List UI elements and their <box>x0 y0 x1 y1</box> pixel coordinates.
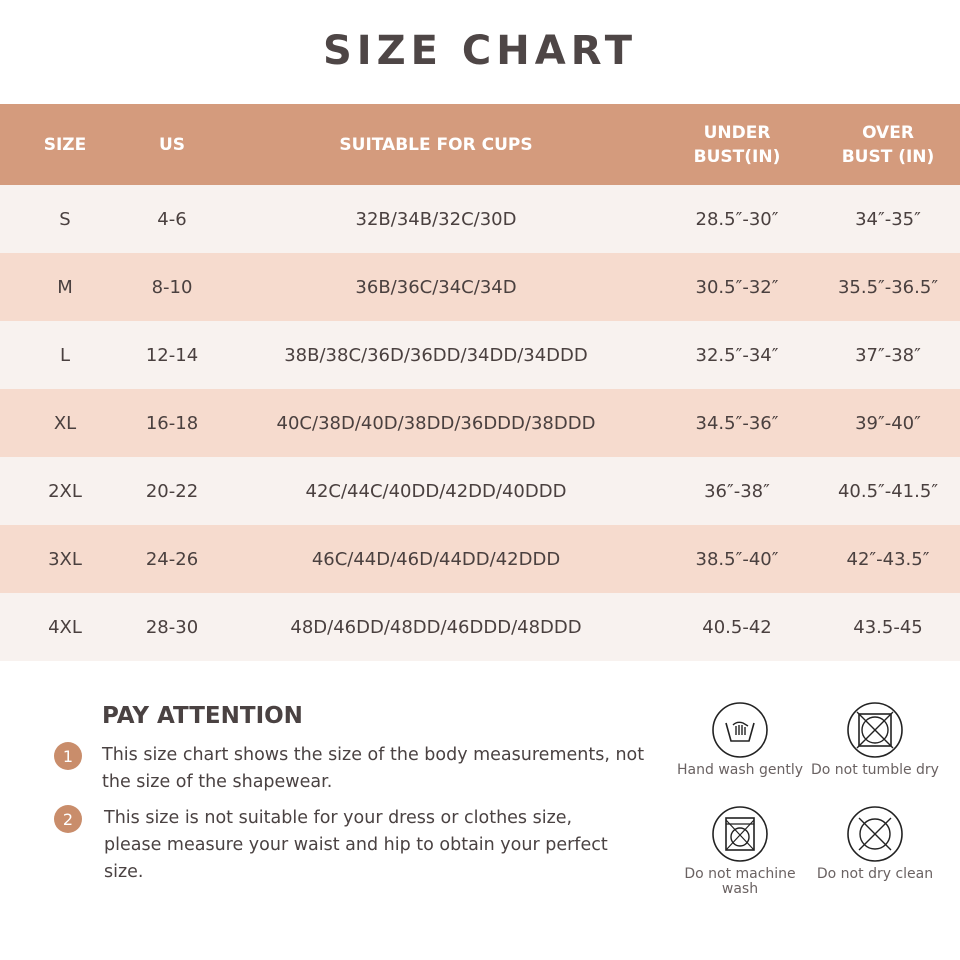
table-cell: 48D/46DD/48DD/46DDD/48DDD <box>214 593 658 661</box>
header-under-bust: UNDER BUST(IN) <box>658 104 816 185</box>
care-no-dry-clean: Do not dry clean <box>810 805 940 882</box>
table-cell: 28.5″-30″ <box>658 185 816 253</box>
table-cell: 39″-40″ <box>816 389 960 457</box>
table-row: XL 16-18 40C/38D/40D/38DD/36DDD/38DDD 34.5″… <box>0 389 960 457</box>
header-us: US <box>130 104 214 185</box>
table-cell: 4XL <box>0 593 130 661</box>
table-row: 3XL 24-26 46C/44D/46D/44DD/42DDD 38.5″-40″ 4… <box>0 525 960 593</box>
table-cell: 8-10 <box>130 253 214 321</box>
note-1: 1 This size chart shows the size of the … <box>54 742 654 796</box>
table-cell: 36″-38″ <box>658 457 816 525</box>
no-tumble-dry-icon <box>847 702 903 758</box>
table-cell: 34.5″-36″ <box>658 389 816 457</box>
hand-wash-icon <box>712 702 768 758</box>
table-cell: 30.5″-32″ <box>658 253 816 321</box>
table-row: M 8-10 36B/36C/34C/34D 30.5″-32″ 35.5″-36.5″ <box>0 253 960 321</box>
table-cell: 16-18 <box>130 389 214 457</box>
table-cell: 32B/34B/32C/30D <box>214 185 658 253</box>
table-cell: 38B/38C/36D/36DD/34DD/34DDD <box>214 321 658 389</box>
page-title: SIZE CHART <box>322 28 638 74</box>
care-no-machine-wash: Do not machine wash <box>675 805 805 897</box>
table-cell: 43.5-45 <box>816 593 960 661</box>
table-header: SIZE US SUITABLE FOR CUPS UNDER BUST(IN) … <box>0 104 960 185</box>
table-cell: 36B/36C/34C/34D <box>214 253 658 321</box>
table-cell: S <box>0 185 130 253</box>
table-cell: 12-14 <box>130 321 214 389</box>
table-cell: M <box>0 253 130 321</box>
table-row: 2XL 20-22 42C/44C/40DD/42DD/40DDD 36″-38″ 40… <box>0 457 960 525</box>
table-cell: 40.5-42 <box>658 593 816 661</box>
table-cell: L <box>0 321 130 389</box>
table-cell: 40.5″-41.5″ <box>816 457 960 525</box>
table-row: 4XL 28-30 48D/46DD/48DD/46DDD/48DDD 40.5-42… <box>0 593 960 661</box>
note-text: This size is not suitable for your dress… <box>104 808 608 882</box>
table-cell: 20-22 <box>130 457 214 525</box>
attention-title: PAY ATTENTION <box>102 703 303 729</box>
table-row: L 12-14 38B/38C/36D/36DD/34DD/34DDD 32.5″-3… <box>0 321 960 389</box>
note-text: This size chart shows the size of the bo… <box>102 745 645 792</box>
table-cell: 42″-43.5″ <box>816 525 960 593</box>
table-cell: 28-30 <box>130 593 214 661</box>
table-cell: 4-6 <box>130 185 214 253</box>
table-cell: 42C/44C/40DD/42DD/40DDD <box>214 457 658 525</box>
table-cell: 37″-38″ <box>816 321 960 389</box>
no-dry-clean-icon <box>847 806 903 862</box>
number-badge: 1 <box>54 742 82 770</box>
table-cell: XL <box>0 389 130 457</box>
care-hand-wash: Hand wash gently <box>675 701 805 778</box>
table-cell: 3XL <box>0 525 130 593</box>
header-cups: SUITABLE FOR CUPS <box>214 104 658 185</box>
care-no-tumble-dry: Do not tumble dry <box>810 701 940 778</box>
table-cell: 35.5″-36.5″ <box>816 253 960 321</box>
table-cell: 2XL <box>0 457 130 525</box>
note-2: 2 This size is not suitable for your dre… <box>54 805 634 886</box>
no-machine-wash-icon <box>712 806 768 862</box>
table-cell: 38.5″-40″ <box>658 525 816 593</box>
header-over-bust: OVER BUST (IN) <box>816 104 960 185</box>
table-cell: 46C/44D/46D/44DD/42DDD <box>214 525 658 593</box>
table-cell: 24-26 <box>130 525 214 593</box>
table-cell: 40C/38D/40D/38DD/36DDD/38DDD <box>214 389 658 457</box>
table-cell: 32.5″-34″ <box>658 321 816 389</box>
header-size: SIZE <box>0 104 130 185</box>
size-table: SIZE US SUITABLE FOR CUPS UNDER BUST(IN) … <box>0 104 960 661</box>
table-row: S 4-6 32B/34B/32C/30D 28.5″-30″ 34″-35″ <box>0 185 960 253</box>
number-badge: 2 <box>54 805 82 833</box>
table-cell: 34″-35″ <box>816 185 960 253</box>
